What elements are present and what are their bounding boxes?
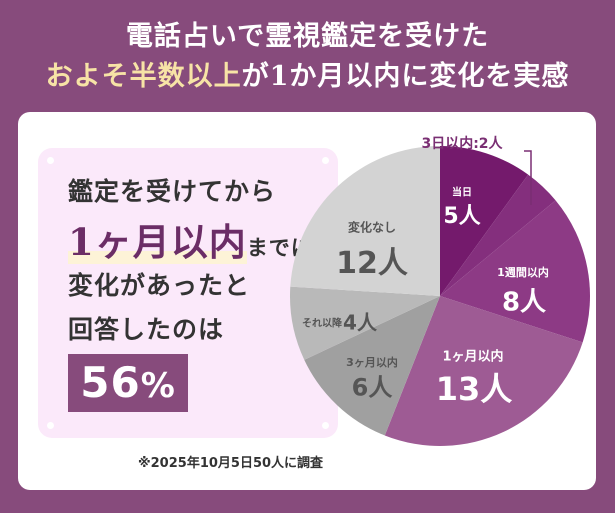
- summary-emphasis: 1ヶ月以内: [68, 220, 247, 264]
- percent-badge: 56%: [68, 354, 188, 412]
- headline-line1: 電話占いで霊視鑑定を受けた: [125, 21, 490, 52]
- summary-line3: 変化があったと: [68, 271, 251, 300]
- percent-symbol: %: [140, 366, 176, 406]
- slice-label-name: 当日: [452, 187, 472, 199]
- summary-line2: 1ヶ月以内までに: [68, 212, 313, 266]
- pie-slice-2: [440, 174, 556, 296]
- headline-highlight: およそ半数以上: [45, 61, 242, 92]
- slice-label-value: 8人: [501, 287, 547, 318]
- pie-slice-3: [440, 200, 590, 343]
- headline-line2: およそ半数以上が1か月以内に変化を実感: [0, 58, 615, 96]
- callout-line: [524, 150, 532, 205]
- slice-label-name: それ以降: [302, 318, 342, 330]
- slice-label-name: 変化なし: [347, 220, 397, 235]
- slice-label-value: 13人: [435, 370, 513, 408]
- slice-label-name: 3ヶ月以内: [346, 356, 398, 369]
- slice-label-name: 1ヶ月以内: [442, 349, 504, 365]
- corner-dot: [47, 422, 54, 429]
- pie-slice-1: [440, 146, 529, 296]
- summary-line1: 鑑定を受けてから: [68, 177, 277, 206]
- slice-label-value: 4人: [343, 310, 377, 335]
- slice-label-value: 12人: [336, 246, 408, 281]
- slice-label-value: 6人: [351, 373, 393, 402]
- corner-dot: [322, 422, 329, 429]
- pie-slice-7: [290, 146, 440, 296]
- percent-value: 56: [80, 358, 141, 407]
- headline: 電話占いで霊視鑑定を受けた およそ半数以上が1か月以内に変化を実感: [0, 18, 615, 96]
- corner-dot: [47, 157, 54, 164]
- pie-slice-4: [384, 296, 583, 446]
- slice-label-name: 1週間以内: [497, 266, 549, 279]
- corner-dot: [322, 157, 329, 164]
- slice-label-value: 5人: [443, 204, 481, 229]
- callout-label: 3日以内:2人: [421, 136, 503, 152]
- pie-slice-6: [290, 286, 440, 360]
- headline-rest: が1か月以内に変化を実感: [241, 61, 570, 92]
- pie-slice-5: [304, 296, 440, 436]
- summary-line4: 回答したのは: [68, 315, 225, 344]
- survey-note: ※2025年10月5日50人に調査: [138, 456, 324, 471]
